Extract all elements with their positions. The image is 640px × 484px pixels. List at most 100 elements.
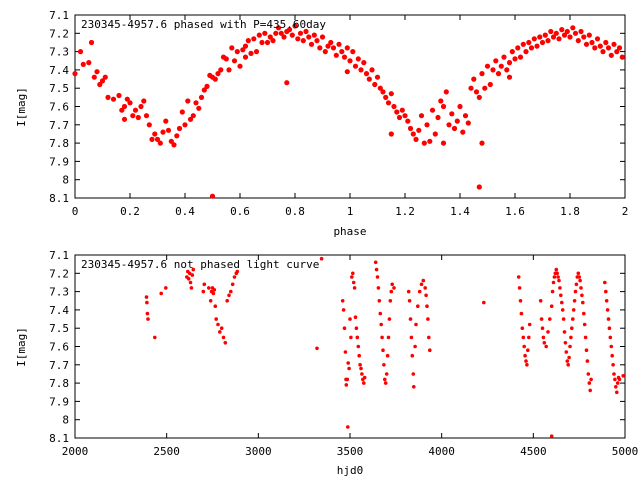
unphased-data-point (188, 280, 193, 285)
unphased-y-tick-label: 8.1 (49, 432, 69, 445)
unphased-data-point (572, 299, 577, 303)
unphased-data-point (555, 271, 559, 276)
phased-data-point (86, 60, 92, 66)
phased-data-point (242, 54, 249, 60)
unphased-data-point (387, 317, 392, 321)
phased-data-point (99, 78, 106, 84)
phased-data-point (504, 67, 510, 73)
phased-y-tick-label: 7.9 (49, 155, 69, 168)
unphased-data-point (517, 286, 522, 290)
phased-data-point (581, 34, 587, 40)
unphased-data-point (607, 326, 612, 331)
unphased-data-point (524, 359, 528, 363)
unphased-data-point (211, 291, 216, 296)
unphased-data-point (580, 293, 584, 298)
unphased-data-point (159, 291, 163, 296)
phased-data-point (223, 56, 229, 62)
unphased-data-point (581, 300, 585, 305)
phased-data-point (388, 91, 394, 97)
phased-y-tick-label: 7.8 (49, 137, 69, 150)
phased-data-point (559, 27, 565, 33)
unphased-data-point (610, 353, 614, 358)
unphased-data-point (413, 344, 417, 349)
unphased-data-point (428, 348, 432, 353)
phased-data-point (476, 184, 482, 190)
phased-x-tick-label: 1.8 (560, 205, 580, 218)
phased-data-point (121, 103, 128, 110)
unphased-data-point (563, 341, 568, 345)
unphased-data-point (377, 299, 382, 303)
unphased-data-point (419, 282, 424, 287)
phased-data-point (515, 45, 521, 51)
unphased-x-axis-title: hjd0 (337, 464, 364, 477)
phased-data-point (198, 94, 205, 100)
phased-data-point (545, 38, 551, 44)
phased-data-point (352, 63, 359, 69)
unphased-data-point (564, 350, 569, 354)
phased-data-point (209, 193, 216, 199)
phased-data-point (416, 127, 422, 133)
phased-data-point (248, 50, 254, 57)
phased-data-point (358, 67, 364, 73)
unphased-data-point (235, 269, 240, 274)
phased-data-point (259, 39, 265, 46)
phased-data-point (325, 43, 331, 49)
phased-data-point (498, 63, 504, 69)
phased-data-point (165, 127, 172, 133)
phased-data-point (119, 107, 125, 113)
unphased-data-point (351, 271, 355, 276)
unphased-data-point (383, 381, 388, 385)
phased-data-point (110, 96, 117, 102)
unphased-data-point (617, 377, 622, 382)
unphased-data-point (409, 335, 414, 340)
unphased-data-point (191, 267, 196, 272)
phased-data-point (484, 63, 491, 69)
unphased-data-point (358, 363, 362, 367)
phased-data-point (251, 36, 257, 42)
phased-data-point (435, 114, 441, 121)
unphased-data-point (571, 308, 576, 312)
phased-data-point (374, 74, 381, 80)
unphased-data-point (376, 286, 381, 290)
phased-data-point (284, 80, 290, 86)
unphased-data-point (611, 363, 615, 367)
phased-data-point (460, 129, 466, 135)
phased-data-point (570, 25, 576, 31)
unphased-data-point (407, 299, 412, 303)
phased-data-point (355, 56, 361, 62)
unphased-data-point (546, 330, 550, 334)
unphased-data-point (605, 308, 610, 312)
phased-data-point (449, 111, 455, 117)
phased-data-point (212, 76, 218, 82)
phased-data-point (317, 45, 323, 51)
unphased-data-point (232, 275, 237, 279)
unphased-data-point (384, 372, 389, 376)
unphased-data-point (349, 335, 353, 340)
phased-data-point (509, 49, 515, 55)
phased-x-tick-label: 0.6 (230, 205, 250, 218)
phased-data-point (273, 30, 279, 36)
unphased-data-point (346, 361, 351, 365)
phased-data-point (306, 34, 312, 40)
unphased-data-point (416, 304, 420, 309)
unphased-data-point (229, 289, 233, 294)
phased-data-point (517, 54, 524, 60)
unphased-data-point (223, 341, 228, 345)
phased-data-point (124, 96, 130, 102)
unphased-y-tick-label: 7.3 (49, 286, 69, 299)
unphased-data-point (359, 366, 363, 371)
unphased-y-tick-label: 7.9 (49, 395, 69, 408)
phased-data-point (319, 34, 326, 40)
phased-data-point (495, 71, 502, 77)
unphased-data-point (227, 293, 231, 298)
unphased-data-point (526, 348, 530, 353)
phased-data-point (160, 129, 166, 135)
unphased-data-point (577, 275, 581, 279)
unphased-data-point (392, 286, 396, 290)
phased-data-point (476, 94, 482, 100)
phased-axis-ticks (74, 14, 626, 199)
phased-data-point (97, 81, 103, 88)
phased-data-point (605, 45, 612, 51)
phased-data-point (534, 43, 540, 49)
phased-data-point (603, 39, 609, 46)
